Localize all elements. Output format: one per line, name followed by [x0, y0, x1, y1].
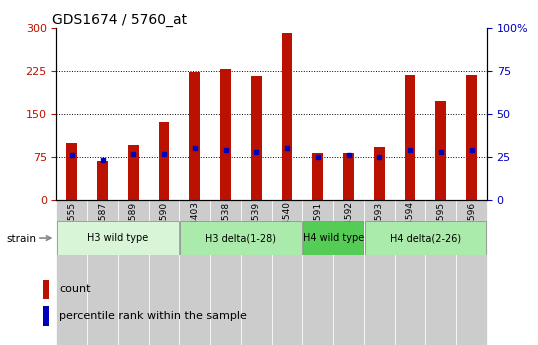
Bar — [302, 200, 333, 345]
Bar — [241, 200, 272, 345]
Text: H4 wild type: H4 wild type — [302, 233, 364, 243]
Bar — [43, 280, 49, 299]
Bar — [251, 77, 261, 200]
Bar — [189, 72, 200, 200]
Bar — [180, 200, 210, 345]
Bar — [364, 200, 395, 345]
Bar — [374, 147, 385, 200]
Text: GDS1674 / 5760_at: GDS1674 / 5760_at — [52, 12, 187, 27]
Bar — [210, 200, 241, 345]
Text: strain: strain — [6, 234, 37, 244]
Bar — [272, 200, 302, 345]
Text: H4 delta(2-26): H4 delta(2-26) — [390, 233, 461, 243]
Bar — [118, 200, 148, 345]
Bar — [333, 200, 364, 345]
Bar — [456, 200, 487, 345]
Bar — [67, 142, 77, 200]
Bar — [303, 221, 363, 255]
Bar — [282, 33, 293, 200]
Bar — [128, 146, 139, 200]
Text: H3 delta(1-28): H3 delta(1-28) — [206, 233, 277, 243]
Bar — [343, 153, 354, 200]
Bar — [56, 200, 87, 345]
Bar — [220, 69, 231, 200]
Bar — [43, 306, 49, 326]
Text: H3 wild type: H3 wild type — [87, 233, 148, 243]
Bar — [159, 122, 169, 200]
Bar — [395, 200, 426, 345]
Bar — [57, 221, 179, 255]
Bar — [405, 75, 415, 200]
Bar — [365, 221, 486, 255]
Bar — [435, 101, 446, 200]
Text: count: count — [59, 284, 90, 294]
Bar — [97, 161, 108, 200]
Bar — [180, 221, 302, 255]
Bar — [466, 75, 477, 200]
Bar — [426, 200, 456, 345]
Bar — [87, 200, 118, 345]
Bar — [148, 200, 180, 345]
Text: percentile rank within the sample: percentile rank within the sample — [59, 311, 247, 321]
Bar — [313, 153, 323, 200]
